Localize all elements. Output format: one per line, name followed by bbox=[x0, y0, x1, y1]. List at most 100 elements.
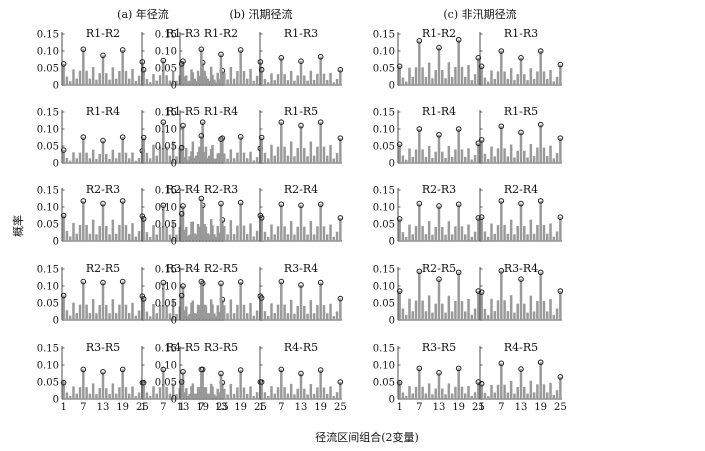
bar bbox=[506, 78, 510, 85]
y-tick-label: 0.15 bbox=[155, 186, 177, 197]
y-tick-label: 0.10 bbox=[155, 282, 177, 293]
bar bbox=[431, 312, 434, 320]
bar bbox=[175, 156, 178, 163]
panel-label: R3-R4 bbox=[504, 262, 538, 275]
bar bbox=[493, 156, 497, 163]
bar bbox=[255, 392, 259, 399]
bar bbox=[191, 72, 195, 85]
panel-r1-r5: R1-R5 bbox=[258, 105, 344, 164]
y-tick-label: 0 bbox=[171, 159, 177, 170]
bar bbox=[175, 313, 178, 320]
panel-r2-r3: 0 0.05 0.10 0.15 R2-R3 bbox=[155, 183, 264, 248]
panel-label: R2-R5 bbox=[86, 262, 120, 275]
bar bbox=[223, 153, 226, 163]
peak-marker bbox=[178, 292, 185, 299]
bar bbox=[506, 392, 510, 399]
peak-marker bbox=[416, 200, 423, 207]
bar bbox=[127, 233, 131, 241]
bar bbox=[316, 73, 319, 85]
bar bbox=[207, 234, 211, 241]
bar bbox=[127, 313, 131, 320]
bar bbox=[549, 223, 552, 241]
bar bbox=[490, 384, 493, 399]
bar bbox=[221, 70, 224, 85]
y-tick-label: 0.15 bbox=[373, 186, 395, 197]
bar bbox=[273, 155, 277, 163]
bar bbox=[276, 146, 280, 163]
bar bbox=[306, 313, 309, 320]
bar bbox=[186, 236, 190, 241]
bar bbox=[188, 156, 191, 163]
bar bbox=[470, 159, 474, 163]
panel-r1-r5: R1-R5 bbox=[478, 105, 564, 164]
bar bbox=[539, 362, 542, 399]
y-tick-label: 0 bbox=[53, 81, 59, 92]
bar bbox=[447, 221, 451, 241]
bar bbox=[78, 224, 82, 241]
bar bbox=[207, 80, 211, 85]
bar bbox=[183, 310, 187, 320]
peak-marker bbox=[100, 52, 106, 59]
peak-marker bbox=[218, 200, 224, 207]
bar bbox=[503, 300, 506, 320]
bar bbox=[444, 312, 447, 320]
bar bbox=[190, 302, 193, 320]
x-tick-label: 13 bbox=[515, 402, 528, 413]
x-tick-label: 25 bbox=[254, 402, 267, 413]
bar bbox=[408, 67, 411, 85]
bar bbox=[421, 300, 424, 320]
bar bbox=[223, 72, 226, 85]
bar bbox=[203, 304, 206, 320]
bar bbox=[181, 61, 185, 85]
bar bbox=[213, 158, 216, 163]
bar bbox=[552, 81, 556, 85]
bar bbox=[437, 372, 441, 399]
bar bbox=[523, 303, 526, 320]
bar bbox=[316, 146, 319, 163]
peak-marker bbox=[478, 137, 485, 143]
panel-label: R2-R4 bbox=[284, 183, 318, 196]
bar bbox=[62, 150, 65, 163]
peak-marker bbox=[317, 367, 324, 373]
y-tick-label: 0.10 bbox=[373, 361, 395, 372]
bar bbox=[229, 220, 233, 241]
bar bbox=[98, 388, 101, 399]
bar bbox=[108, 313, 111, 320]
bar bbox=[467, 298, 470, 320]
bar bbox=[239, 136, 242, 163]
peak-marker bbox=[60, 379, 67, 386]
y-axis-label: 概率 bbox=[11, 215, 25, 237]
bar bbox=[477, 57, 480, 85]
peak-marker bbox=[396, 141, 403, 148]
bar bbox=[427, 62, 431, 85]
bar bbox=[68, 396, 72, 399]
peak-marker bbox=[80, 134, 87, 140]
y-tick-label: 0 bbox=[389, 316, 395, 327]
bar bbox=[121, 369, 124, 399]
peak-marker bbox=[298, 202, 304, 209]
bar bbox=[82, 281, 85, 320]
bar bbox=[516, 226, 519, 241]
bar bbox=[526, 234, 529, 241]
bar bbox=[111, 299, 115, 320]
peak-marker bbox=[160, 366, 167, 373]
bar bbox=[155, 393, 159, 399]
x-tick-label: 19 bbox=[116, 402, 129, 413]
bar bbox=[98, 154, 101, 163]
bar bbox=[519, 369, 523, 399]
bar bbox=[480, 66, 483, 85]
bar bbox=[559, 217, 562, 241]
bar bbox=[148, 396, 152, 399]
panel-label: R2-R3 bbox=[422, 183, 456, 196]
peak-marker bbox=[80, 198, 87, 204]
bar bbox=[252, 80, 256, 85]
bar bbox=[252, 236, 256, 241]
panel-label: R1-R2 bbox=[422, 27, 456, 40]
bar bbox=[142, 298, 145, 320]
bar bbox=[441, 151, 444, 163]
bar bbox=[226, 79, 229, 85]
peak-marker bbox=[436, 203, 442, 209]
bar bbox=[418, 203, 421, 241]
bar bbox=[252, 160, 256, 163]
bar bbox=[408, 224, 411, 241]
